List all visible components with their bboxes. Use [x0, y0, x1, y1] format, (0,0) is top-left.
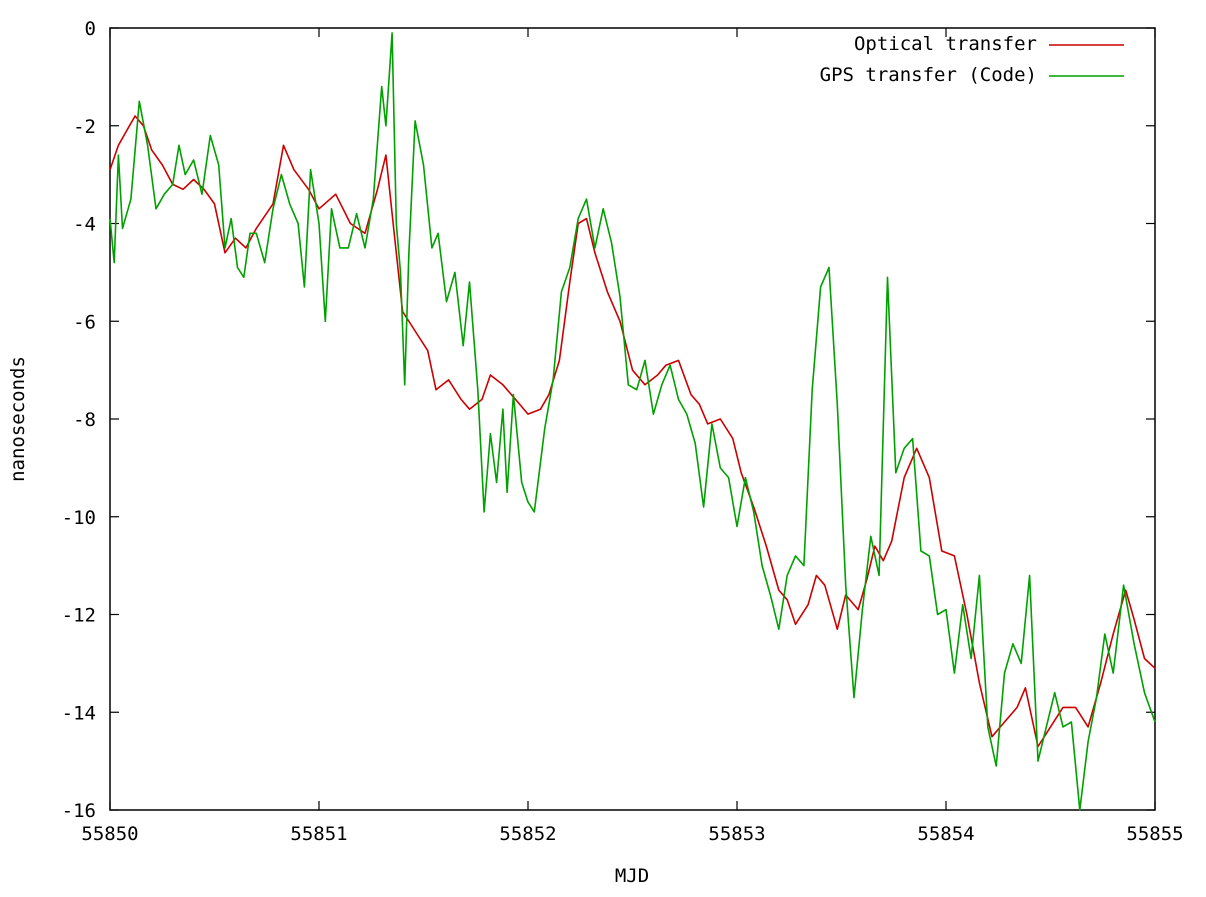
y-tick-label: -6	[73, 311, 96, 333]
series-layer	[109, 32, 1156, 811]
x-tick-label: 55853	[708, 823, 765, 845]
series-optical-transfer	[109, 115, 1156, 748]
ticks	[109, 27, 1156, 811]
y-tick-label: -8	[73, 409, 96, 431]
x-tick-label: 55850	[81, 823, 138, 845]
y-tick-label: -16	[62, 800, 96, 822]
y-tick-label: -12	[62, 605, 96, 627]
y-tick-label: -2	[73, 116, 96, 138]
plot-frame	[109, 27, 1156, 811]
x-tick-label: 55851	[290, 823, 347, 845]
series-gps-transfer	[109, 32, 1156, 811]
x-tick-label: 55855	[1126, 823, 1183, 845]
y-tick-label: -4	[73, 214, 96, 236]
x-axis-label: MJD	[615, 865, 649, 887]
legend-label-gps: GPS transfer (Code)	[820, 64, 1037, 86]
x-tick-label: 55852	[499, 823, 556, 845]
legend: Optical transfer GPS transfer (Code)	[820, 33, 1124, 86]
x-tick-labels: 55850 55851 55852 55853 55854 55855	[81, 823, 1183, 845]
y-tick-label: -10	[62, 507, 96, 529]
x-tick-label: 55854	[917, 823, 974, 845]
y-tick-label: 0	[85, 18, 96, 40]
y-axis-label: nanoseconds	[7, 356, 29, 482]
y-tick-label: -14	[62, 702, 96, 724]
legend-label-optical: Optical transfer	[854, 33, 1037, 55]
y-tick-labels: 0 -2 -4 -6 -8 -10 -12 -14 -16	[62, 18, 96, 822]
